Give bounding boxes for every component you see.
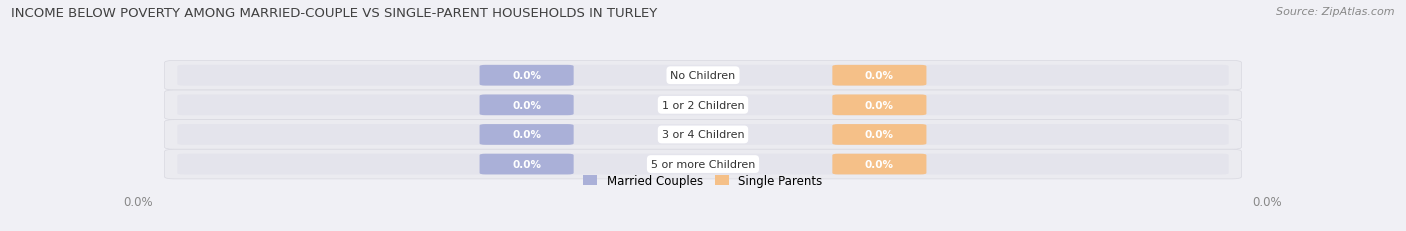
Text: 1 or 2 Children: 1 or 2 Children bbox=[662, 100, 744, 110]
Text: 0.0%: 0.0% bbox=[512, 130, 541, 140]
FancyBboxPatch shape bbox=[479, 95, 574, 116]
FancyBboxPatch shape bbox=[832, 125, 927, 145]
Text: 3 or 4 Children: 3 or 4 Children bbox=[662, 130, 744, 140]
Text: 0.0%: 0.0% bbox=[512, 159, 541, 169]
Text: 0.0%: 0.0% bbox=[865, 100, 894, 110]
FancyBboxPatch shape bbox=[165, 150, 1241, 179]
Legend: Married Couples, Single Parents: Married Couples, Single Parents bbox=[579, 170, 827, 191]
FancyBboxPatch shape bbox=[165, 120, 1241, 150]
Text: 0.0%: 0.0% bbox=[512, 71, 541, 81]
Text: 0.0%: 0.0% bbox=[865, 159, 894, 169]
FancyBboxPatch shape bbox=[832, 154, 927, 175]
Text: 0.0%: 0.0% bbox=[865, 130, 894, 140]
Text: 0.0%: 0.0% bbox=[512, 100, 541, 110]
FancyBboxPatch shape bbox=[165, 61, 1241, 91]
FancyBboxPatch shape bbox=[479, 66, 574, 86]
FancyBboxPatch shape bbox=[832, 66, 927, 86]
Text: No Children: No Children bbox=[671, 71, 735, 81]
Text: 0.0%: 0.0% bbox=[865, 71, 894, 81]
FancyBboxPatch shape bbox=[177, 66, 1229, 86]
FancyBboxPatch shape bbox=[177, 125, 1229, 145]
FancyBboxPatch shape bbox=[165, 91, 1241, 120]
FancyBboxPatch shape bbox=[832, 95, 927, 116]
Text: 5 or more Children: 5 or more Children bbox=[651, 159, 755, 169]
Text: Source: ZipAtlas.com: Source: ZipAtlas.com bbox=[1277, 7, 1395, 17]
FancyBboxPatch shape bbox=[177, 95, 1229, 116]
FancyBboxPatch shape bbox=[177, 154, 1229, 175]
FancyBboxPatch shape bbox=[479, 154, 574, 175]
Text: INCOME BELOW POVERTY AMONG MARRIED-COUPLE VS SINGLE-PARENT HOUSEHOLDS IN TURLEY: INCOME BELOW POVERTY AMONG MARRIED-COUPL… bbox=[11, 7, 658, 20]
FancyBboxPatch shape bbox=[479, 125, 574, 145]
